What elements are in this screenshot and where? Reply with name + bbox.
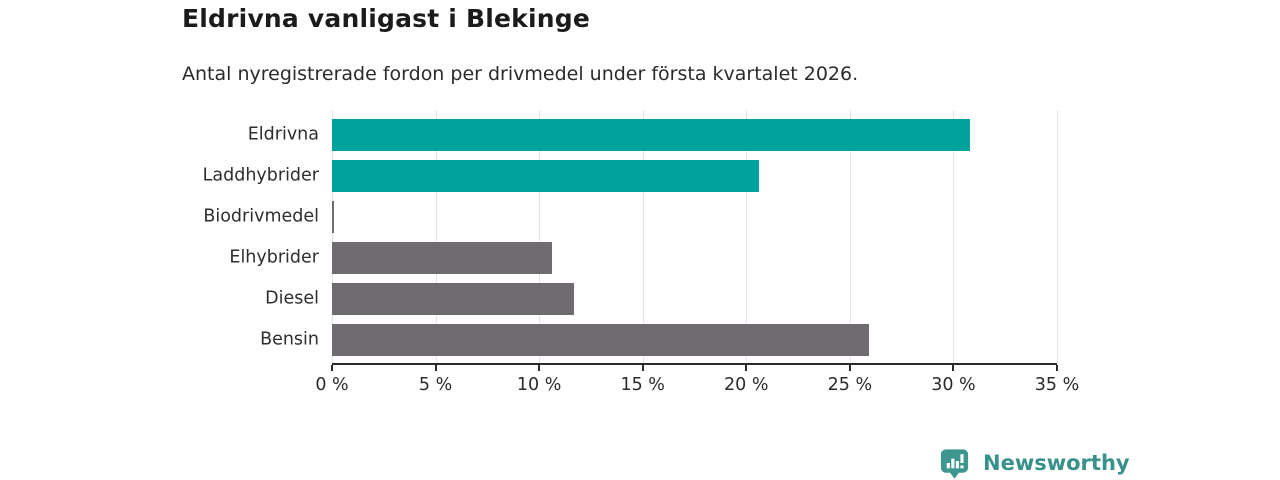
bar-row: Elhybrider (229, 242, 1057, 274)
category-label: Biodrivmedel (203, 206, 319, 227)
bar-row: Biodrivmedel (203, 201, 1057, 233)
chart-subtitle: Antal nyregistrerade fordon per drivmede… (182, 63, 859, 85)
x-axis-tick (331, 365, 333, 371)
gridline (746, 110, 748, 363)
x-axis-tick (434, 365, 437, 371)
category-label: Eldrivna (247, 124, 319, 145)
x-axis-tick-label: 10 % (516, 375, 562, 395)
newsworthy-logo-text: Newsworthy (983, 451, 1130, 475)
bar-bensin (332, 324, 869, 356)
chart-title: Eldrivna vanligast i Blekinge (182, 4, 591, 33)
bar-diesel (332, 283, 575, 315)
x-axis-tick (1056, 365, 1058, 371)
x-axis-tick-label: 30 % (931, 375, 976, 395)
bar-row: Bensin (260, 324, 1057, 356)
bar-eldrivna (332, 119, 970, 151)
x-axis-tick-label: 25 % (827, 375, 873, 395)
category-label: Bensin (260, 329, 319, 350)
bar-row: Laddhybrider (203, 160, 1057, 192)
x-axis-tick-label: 5 % (418, 375, 453, 395)
bar-row: Diesel (265, 283, 1057, 315)
x-axis-tick (745, 365, 748, 371)
bar-laddhybrider (332, 160, 759, 192)
x-axis-tick-label: 20 % (724, 375, 769, 395)
bar-biodrivmedel (332, 201, 335, 233)
gridline (332, 110, 333, 363)
x-axis-tick (538, 365, 541, 371)
newsworthy-logo[interactable]: Newsworthy (938, 446, 1130, 480)
x-axis-tick-label: 35 % (1034, 375, 1080, 395)
category-label: Laddhybrider (202, 165, 319, 186)
gridline (435, 110, 437, 363)
newsworthy-pin-bar-chart-icon (938, 446, 971, 480)
x-axis-tick (641, 365, 644, 371)
gridline (539, 110, 541, 363)
plot-area: Eldrivna Laddhybrider Biodrivmedel Elhybrid… (203, 110, 1079, 395)
gridline (642, 110, 644, 363)
x-axis-tick (848, 365, 851, 371)
gridline (849, 110, 851, 363)
category-label: Diesel (265, 288, 319, 309)
bar-elhybrider (332, 242, 552, 274)
x-axis-tick (952, 365, 955, 371)
bar-row: Eldrivna (248, 119, 1057, 151)
category-label: Elhybrider (229, 247, 319, 268)
x-axis-tick-label: 15 % (620, 375, 665, 395)
gridline (1057, 110, 1058, 363)
x-axis-tick-label: 0 % (315, 375, 349, 395)
gridline (953, 110, 955, 363)
